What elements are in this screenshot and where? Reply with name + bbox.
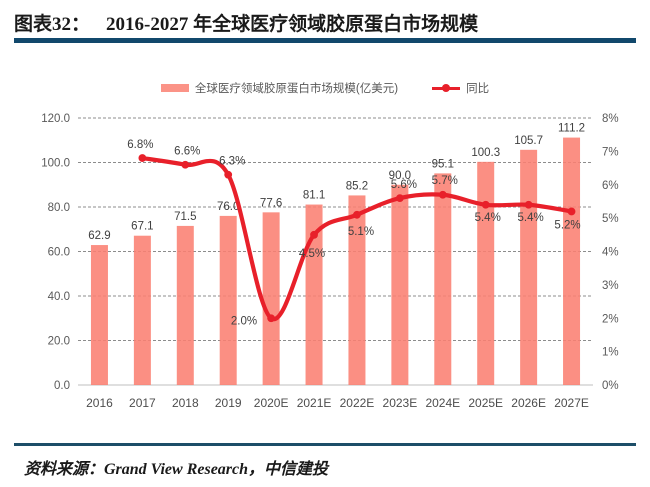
bar-value-label: 85.2	[346, 180, 368, 192]
x-axis-category-label: 2025E	[468, 396, 503, 410]
y-axis-right-tick: 4%	[602, 247, 619, 259]
bar	[219, 215, 237, 385]
y-axis-left-tick: 60.0	[48, 247, 70, 259]
y-axis-right-tick: 0%	[602, 380, 619, 392]
bar	[90, 245, 108, 385]
bar-value-label: 77.6	[260, 197, 282, 209]
line-value-label: 2.0%	[231, 315, 257, 327]
footer-divider	[14, 443, 636, 446]
line-marker	[395, 194, 404, 202]
bar-value-label: 62.9	[88, 230, 110, 242]
y-axis-right-tick: 3%	[602, 280, 619, 292]
bar-value-label: 81.1	[303, 190, 325, 202]
bar-value-label: 95.1	[432, 158, 454, 170]
y-axis-right-tick: 1%	[602, 347, 619, 359]
page-title: 图表32： 2016-2027 年全球医疗领域胶原蛋白市场规模	[14, 8, 636, 36]
y-axis-left-tick: 80.0	[48, 202, 70, 214]
bar	[348, 195, 366, 385]
line-value-label: 6.8%	[127, 139, 153, 151]
bar-value-label: 90.0	[389, 170, 411, 182]
bar	[391, 184, 409, 385]
bar-value-label: 100.3	[471, 147, 500, 159]
bar	[262, 212, 280, 385]
y-axis-left-tick: 0.0	[54, 380, 70, 392]
legend-bar-swatch-icon	[160, 84, 189, 92]
y-axis-right-tick: 2%	[602, 313, 619, 325]
line-value-label: 5.7%	[432, 175, 458, 187]
y-axis-right-tick: 7%	[602, 146, 619, 158]
title-text: 2016-2027 年全球医疗领域胶原蛋白市场规模	[106, 13, 479, 35]
figure-label: 图表32：	[14, 13, 91, 35]
bar	[305, 204, 323, 385]
title-divider	[14, 38, 636, 43]
line-marker	[138, 154, 147, 162]
line-value-label: 5.1%	[348, 226, 374, 238]
line-value-label: 6.6%	[174, 146, 200, 158]
x-axis-category-label: 2022E	[340, 396, 375, 410]
bar-value-label: 111.2	[558, 123, 585, 135]
y-axis-right-tick: 5%	[602, 213, 619, 225]
legend-line-swatch-icon	[432, 83, 461, 93]
x-axis-category-label: 2026E	[511, 396, 546, 410]
line-marker	[438, 190, 447, 199]
bar	[133, 235, 151, 385]
y-axis-left-tick: 100.0	[41, 158, 70, 170]
line-marker	[224, 170, 233, 179]
x-axis-category-label: 2027E	[554, 396, 589, 410]
bar-value-label: 76.0	[217, 201, 239, 213]
x-axis-category-label: 2018	[172, 396, 199, 410]
line-marker	[310, 230, 318, 239]
bar	[520, 149, 538, 385]
legend-item-line: 同比	[432, 80, 489, 96]
line-value-label: 5.4%	[518, 212, 544, 224]
legend-line-label: 同比	[466, 83, 490, 95]
y-axis-left-tick: 120.0	[41, 113, 70, 125]
x-axis-category-label: 2020E	[254, 396, 289, 410]
chart-plot-area: 0.0 20.0 40.0 60.0 80.0 100.0 120.0 0% 1% 2% 3% 4% 5…	[0, 100, 650, 420]
bar	[176, 225, 194, 385]
legend-bar-label: 全球医疗领域胶原蛋白市场规模(亿美元)	[194, 83, 399, 95]
x-axis-category-label: 2021E	[297, 396, 332, 410]
y-axis-right-tick: 8%	[602, 113, 619, 125]
line-marker	[353, 210, 361, 219]
bar	[434, 173, 452, 385]
bar-value-label: 71.5	[174, 211, 196, 223]
trend-line	[140, 155, 574, 322]
bar	[477, 161, 495, 385]
chart-canvas: 0.0 20.0 40.0 60.0 80.0 100.0 120.0 0% 1% 2% 3% 4% 5…	[41, 113, 619, 410]
line-value-label: 5.4%	[475, 212, 501, 224]
line-value-label: 5.2%	[554, 219, 580, 231]
chart-legend: 全球医疗领域胶原蛋白市场规模(亿美元) 同比	[0, 80, 650, 96]
x-axis-category-label: 2017	[129, 396, 156, 410]
legend-item-bar: 全球医疗领域胶原蛋白市场规模(亿美元)	[160, 80, 399, 96]
bar	[563, 137, 581, 385]
line-marker	[567, 207, 576, 216]
y-axis-left-tick: 40.0	[48, 291, 70, 303]
line-value-label: 5.6%	[391, 179, 417, 191]
y-axis-left-tick: 20.0	[48, 336, 70, 348]
bar-value-label: 105.7	[514, 135, 543, 147]
line-value-label: 6.3%	[219, 156, 245, 168]
line-value-label: 4.5%	[299, 248, 325, 260]
line-marker	[181, 160, 190, 169]
source-note: 资料来源：Grand View Research，中信建投	[24, 461, 329, 478]
x-axis-category-label: 2024E	[425, 396, 460, 410]
line-marker	[524, 200, 533, 209]
bar-value-label: 67.1	[131, 221, 153, 233]
x-axis-category-label: 2023E	[383, 396, 418, 410]
line-marker	[481, 200, 490, 209]
line-marker	[267, 314, 276, 323]
y-axis-right-tick: 6%	[602, 180, 619, 192]
x-axis-category-label: 2016	[86, 396, 113, 410]
x-axis-category-label: 2019	[215, 396, 242, 410]
